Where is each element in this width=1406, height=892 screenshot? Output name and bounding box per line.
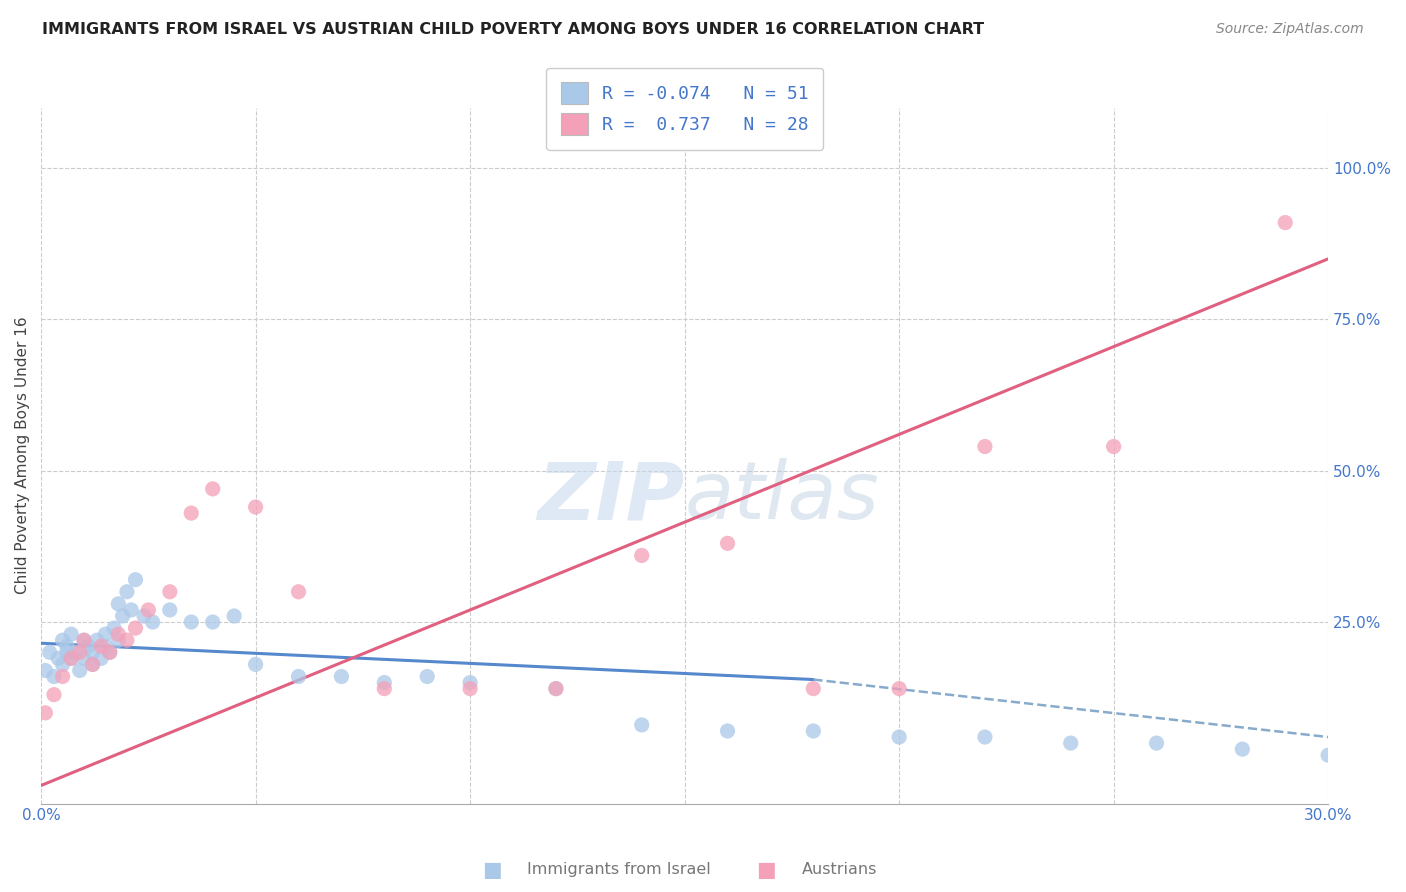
Text: ZIP: ZIP	[537, 458, 685, 536]
Point	[82, 645, 104, 659]
Point	[245, 657, 267, 672]
Point	[159, 603, 181, 617]
Point	[56, 645, 79, 659]
Point	[373, 681, 395, 696]
Point	[1232, 742, 1254, 756]
Point	[159, 584, 181, 599]
Point	[60, 651, 83, 665]
Point	[716, 536, 738, 550]
Point	[73, 633, 96, 648]
Point	[201, 615, 224, 629]
Point	[180, 615, 202, 629]
Point	[77, 639, 100, 653]
Point	[73, 633, 96, 648]
Point	[1102, 440, 1125, 454]
Point	[180, 506, 202, 520]
Point	[330, 669, 353, 683]
Point	[132, 609, 155, 624]
Point	[416, 669, 439, 683]
Point	[544, 681, 567, 696]
Point	[630, 549, 652, 563]
Point	[107, 633, 129, 648]
Point	[103, 621, 125, 635]
Point	[115, 633, 138, 648]
Point	[42, 669, 65, 683]
Point	[111, 609, 134, 624]
Point	[138, 603, 160, 617]
Point	[716, 723, 738, 738]
Point	[86, 633, 108, 648]
Text: ■: ■	[482, 860, 502, 880]
Point	[34, 706, 56, 720]
Legend: R = -0.074   N = 51, R =  0.737   N = 28: R = -0.074 N = 51, R = 0.737 N = 28	[546, 68, 823, 150]
Point	[98, 645, 121, 659]
Point	[124, 621, 146, 635]
Point	[65, 645, 87, 659]
Point	[94, 639, 117, 653]
Point	[82, 657, 104, 672]
Point	[142, 615, 165, 629]
Point	[69, 645, 91, 659]
Text: Source: ZipAtlas.com: Source: ZipAtlas.com	[1216, 22, 1364, 37]
Point	[51, 633, 73, 648]
Point	[107, 627, 129, 641]
Point	[51, 657, 73, 672]
Point	[60, 651, 83, 665]
Point	[94, 627, 117, 641]
Point	[1146, 736, 1168, 750]
Point	[974, 730, 997, 744]
Text: Immigrants from Israel: Immigrants from Israel	[527, 863, 711, 877]
Point	[1060, 736, 1083, 750]
Point	[60, 627, 83, 641]
Point	[801, 723, 824, 738]
Point	[1317, 748, 1340, 763]
Point	[458, 675, 481, 690]
Point	[107, 597, 129, 611]
Text: IMMIGRANTS FROM ISRAEL VS AUSTRIAN CHILD POVERTY AMONG BOYS UNDER 16 CORRELATION: IMMIGRANTS FROM ISRAEL VS AUSTRIAN CHILD…	[42, 22, 984, 37]
Point	[90, 639, 112, 653]
Text: ■: ■	[756, 860, 776, 880]
Point	[887, 681, 910, 696]
Point	[120, 603, 142, 617]
Point	[287, 669, 309, 683]
Text: Austrians: Austrians	[801, 863, 877, 877]
Y-axis label: Child Poverty Among Boys Under 16: Child Poverty Among Boys Under 16	[15, 317, 30, 594]
Point	[544, 681, 567, 696]
Point	[51, 669, 73, 683]
Point	[124, 573, 146, 587]
Point	[56, 639, 79, 653]
Point	[69, 664, 91, 678]
Point	[115, 584, 138, 599]
Point	[42, 688, 65, 702]
Point	[90, 651, 112, 665]
Point	[46, 651, 69, 665]
Point	[82, 657, 104, 672]
Point	[287, 584, 309, 599]
Point	[73, 651, 96, 665]
Point	[801, 681, 824, 696]
Point	[201, 482, 224, 496]
Point	[458, 681, 481, 696]
Point	[373, 675, 395, 690]
Point	[974, 440, 997, 454]
Point	[98, 645, 121, 659]
Point	[34, 664, 56, 678]
Point	[224, 609, 246, 624]
Point	[245, 500, 267, 514]
Point	[630, 718, 652, 732]
Point	[1274, 216, 1296, 230]
Point	[38, 645, 60, 659]
Point	[887, 730, 910, 744]
Text: atlas: atlas	[685, 458, 879, 536]
